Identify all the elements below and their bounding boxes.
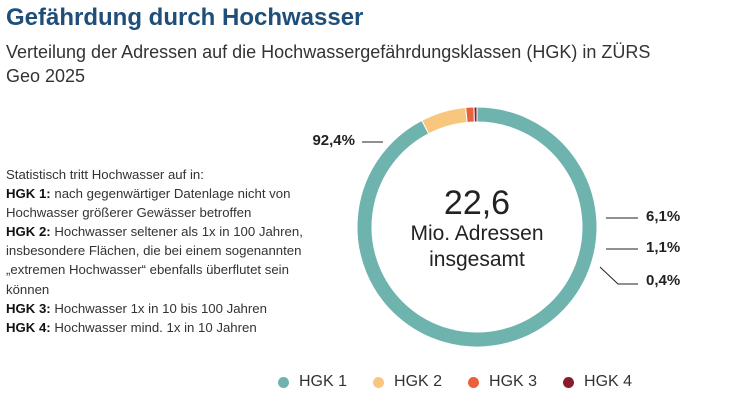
legend-swatch: [468, 376, 480, 388]
chart-subtitle: Verteilung der Adressen auf die Hochwass…: [6, 42, 651, 86]
legend-item-hgk-4: HGK 4: [563, 373, 632, 391]
legend-item-hgk-1: HGK 1: [278, 373, 347, 391]
legend-label: HGK 1: [299, 373, 348, 390]
legend-label: HGK 2: [394, 373, 443, 390]
explanation-hgk4: HGK 4: Hochwasser mind. 1x in 10 Jahren: [6, 318, 306, 337]
legend-swatch: [563, 376, 575, 388]
hgk-explanation: Statistisch tritt Hochwasser auf in: HGK…: [6, 165, 306, 337]
hgk4-text: Hochwasser mind. 1x in 10 Jahren: [50, 319, 257, 335]
slice-hgk-3: [465, 106, 475, 124]
slice-hgk-2: [421, 106, 468, 135]
hgk2-text: Hochwasser seltener als 1x in 100 Jahren…: [6, 224, 303, 297]
value-label-hgk-4: 0,4%: [646, 272, 680, 289]
legend-label: HGK 4: [584, 373, 633, 390]
donut-slices: [356, 106, 598, 348]
legend-swatch: [373, 376, 385, 388]
legend-item-hgk-3: HGK 3: [468, 373, 537, 391]
hgk4-term: HGK 4:: [6, 319, 51, 335]
value-label-hgk-3: 1,1%: [646, 239, 680, 256]
legend-swatch: [278, 376, 289, 388]
hgk1-term: HGK 1:: [6, 186, 51, 202]
explanation-hgk2: HGK 2: Hochwasser seltener als 1x in 100…: [6, 222, 306, 298]
hgk2-term: HGK 2:: [6, 224, 51, 240]
hgk3-term: HGK 3:: [6, 300, 51, 316]
slice-hgk-1: [356, 106, 598, 348]
hgk3-text: Hochwasser 1x in 10 bis 100 Jahren: [50, 300, 267, 316]
center-label-line1: Mio. Adressen: [410, 222, 543, 245]
chart-legend: HGK 1 HGK 2 HGK 3 HGK 4: [278, 373, 658, 391]
legend-label: HGK 3: [489, 373, 538, 390]
value-label-hgk-1: 92,4%: [312, 132, 355, 149]
leader-lines: [362, 141, 638, 285]
value-labels: 92,4% 6,1% 1,1% 0,4%: [312, 132, 680, 289]
explanation-intro: Statistisch tritt Hochwasser auf in:: [6, 167, 204, 182]
legend-item-hgk-2: HGK 2: [373, 373, 442, 391]
explanation-hgk3: HGK 3: Hochwasser 1x in 10 bis 100 Jahre…: [6, 299, 306, 318]
slice-hgk-4: [473, 106, 478, 123]
explanation-hgk1: HGK 1: nach gegenwärtiger Datenlage nich…: [6, 184, 306, 222]
value-label-hgk-2: 6,1%: [646, 208, 680, 225]
leader-line-4: [599, 266, 638, 285]
chart-title: Gefährdung durch Hochwasser: [6, 4, 364, 31]
hgk1-text: nach gegenwärtiger Datenlage nicht von H…: [6, 186, 291, 221]
center-value: 22,6: [444, 184, 510, 222]
center-label-line2: insgesamt: [429, 248, 525, 271]
